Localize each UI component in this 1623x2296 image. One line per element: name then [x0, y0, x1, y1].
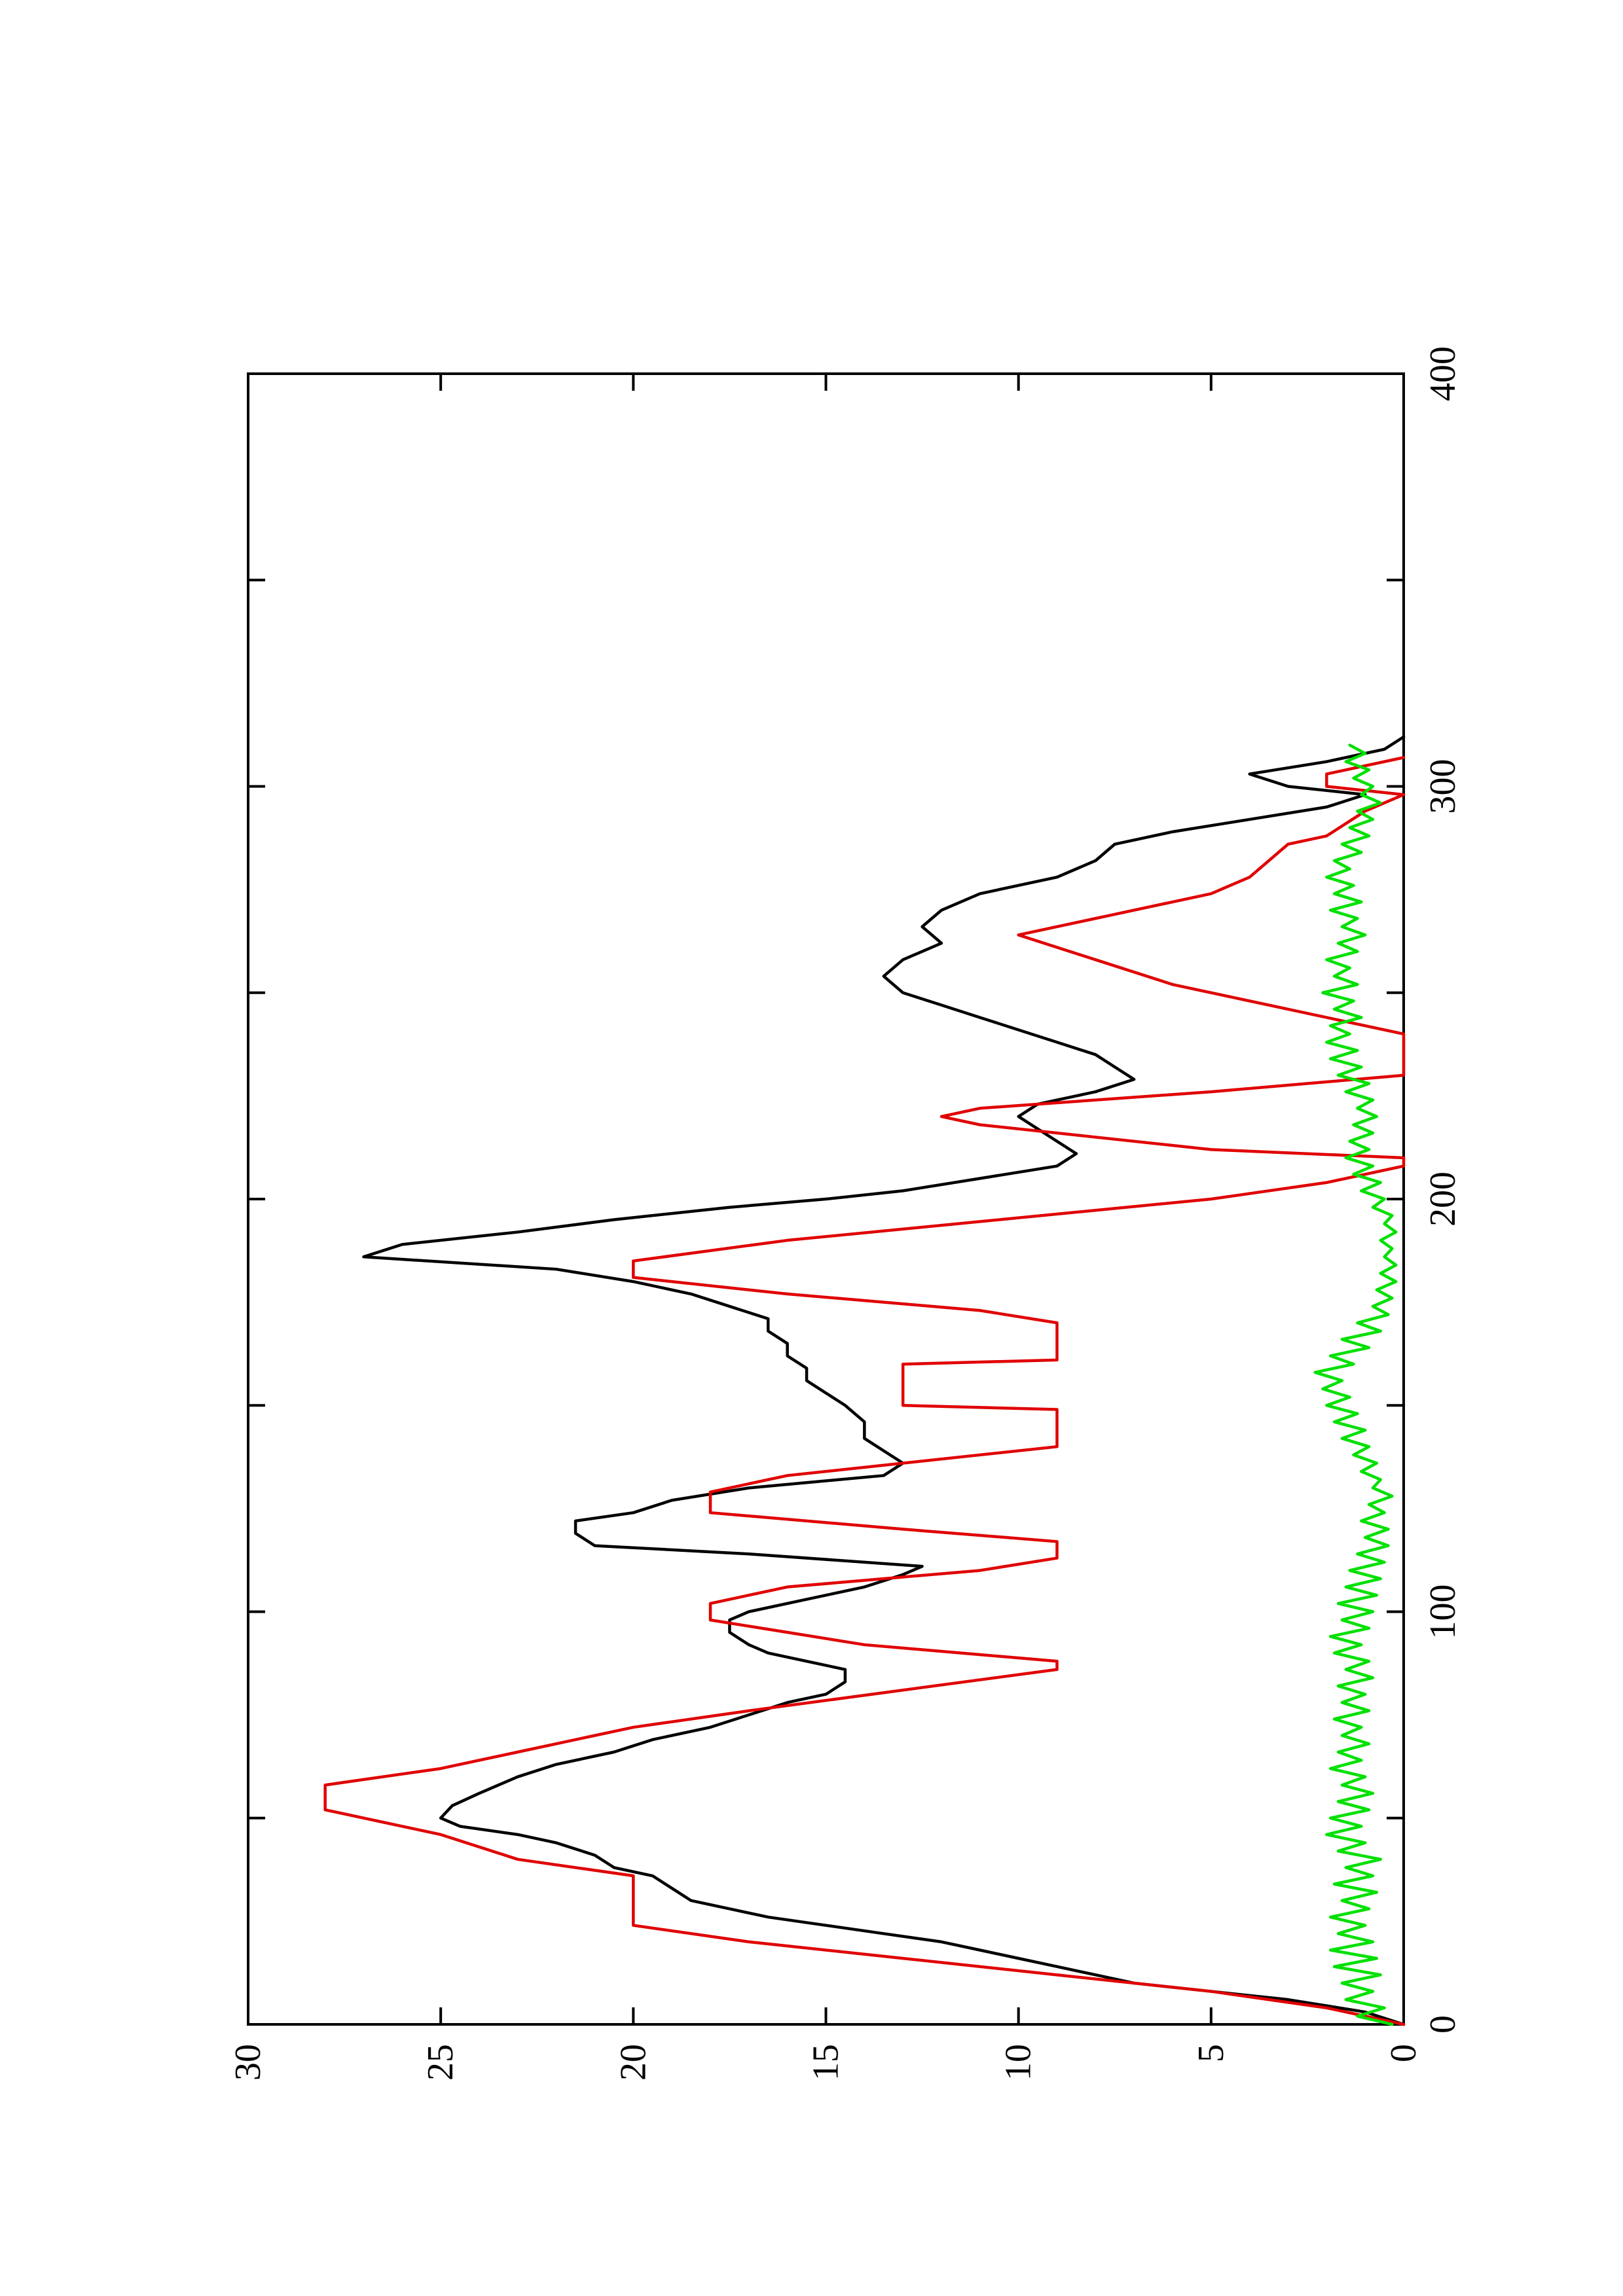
series-line-3	[1313, 744, 1398, 2026]
x-tick-label: 300	[1423, 759, 1463, 814]
axis-ticks	[247, 372, 1405, 2026]
y-tick-label: 15	[806, 2044, 847, 2081]
x-tick-label: 100	[1423, 1585, 1463, 1640]
axis-tick-labels: 0 100 200 300 400 0 5 10 15 20 25 30	[228, 346, 1463, 2081]
y-tick-label: 20	[613, 2044, 653, 2081]
x-tick-label: 0	[1423, 2015, 1463, 2034]
x-tick-label: 400	[1423, 346, 1463, 401]
y-tick-label: 0	[1383, 2044, 1424, 2062]
y-tick-label: 25	[420, 2044, 461, 2081]
x-tick-label: 200	[1423, 1172, 1463, 1227]
y-tick-label: 5	[1191, 2044, 1231, 2062]
series-layer	[323, 735, 1406, 2026]
series-line-1	[362, 735, 1406, 2026]
y-tick-label: 10	[998, 2044, 1039, 2081]
series-line-2	[323, 756, 1406, 2026]
y-tick-label: 30	[228, 2044, 268, 2081]
